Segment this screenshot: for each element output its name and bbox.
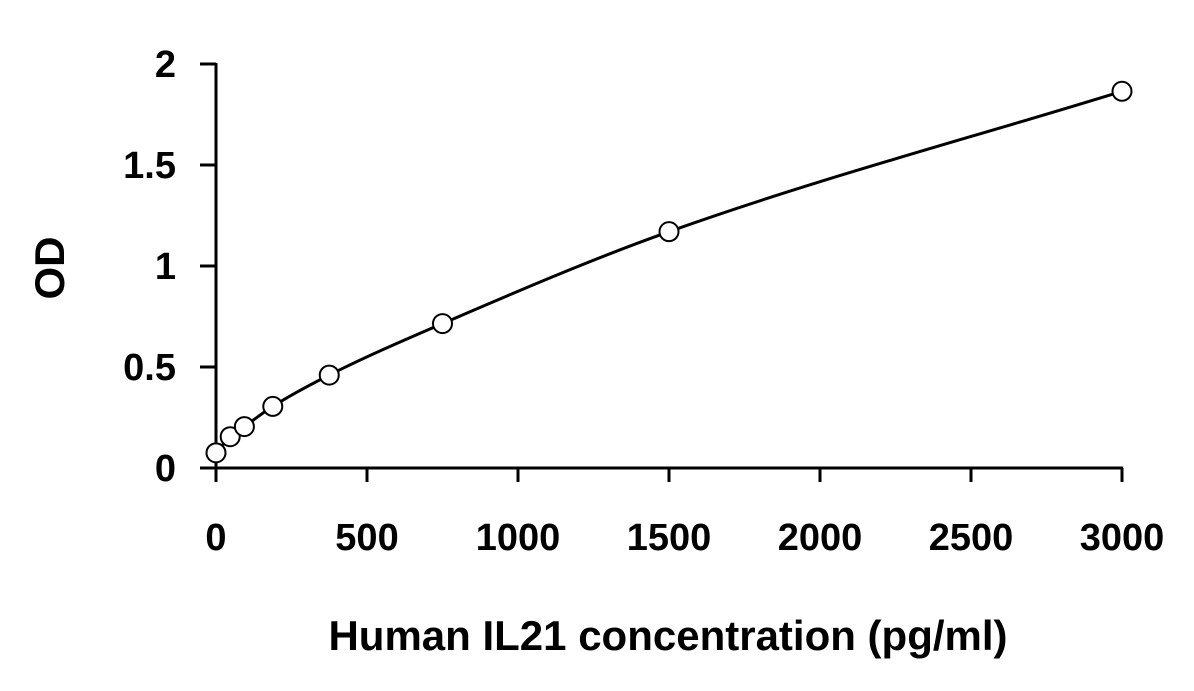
x-tick-label: 3000 bbox=[1080, 517, 1165, 559]
data-point bbox=[1111, 80, 1133, 102]
y-axis-title: OD bbox=[26, 237, 73, 300]
fit-curve bbox=[214, 89, 1123, 454]
data-point bbox=[658, 221, 680, 243]
data-point bbox=[318, 364, 340, 386]
data-point bbox=[432, 313, 453, 335]
data-points bbox=[205, 80, 1133, 464]
x-tick-label: 1500 bbox=[627, 517, 712, 559]
axes bbox=[214, 63, 1123, 470]
y-tick-label: 1.5 bbox=[123, 145, 176, 187]
x-ticks: 0 500 1000 1500 2000 2500 3000 bbox=[205, 468, 1164, 559]
y-ticks: 0 0.5 1 1.5 2 bbox=[123, 44, 216, 490]
data-point bbox=[205, 442, 227, 464]
data-point bbox=[219, 426, 241, 448]
x-tick-label: 2000 bbox=[778, 517, 863, 559]
data-point bbox=[233, 416, 255, 438]
x-tick-label: 2500 bbox=[929, 517, 1014, 559]
x-tick-label: 500 bbox=[335, 517, 398, 559]
y-tick-label: 2 bbox=[155, 44, 176, 86]
x-tick-label: 1000 bbox=[476, 517, 561, 559]
y-tick-label: 0.5 bbox=[123, 347, 176, 389]
y-tick-label: 1 bbox=[155, 246, 176, 288]
data-point bbox=[262, 395, 284, 417]
x-axis-title: Human IL21 concentration (pg/ml) bbox=[328, 612, 1007, 659]
x-tick-label: 0 bbox=[205, 517, 226, 559]
y-tick-label: 0 bbox=[155, 448, 176, 490]
